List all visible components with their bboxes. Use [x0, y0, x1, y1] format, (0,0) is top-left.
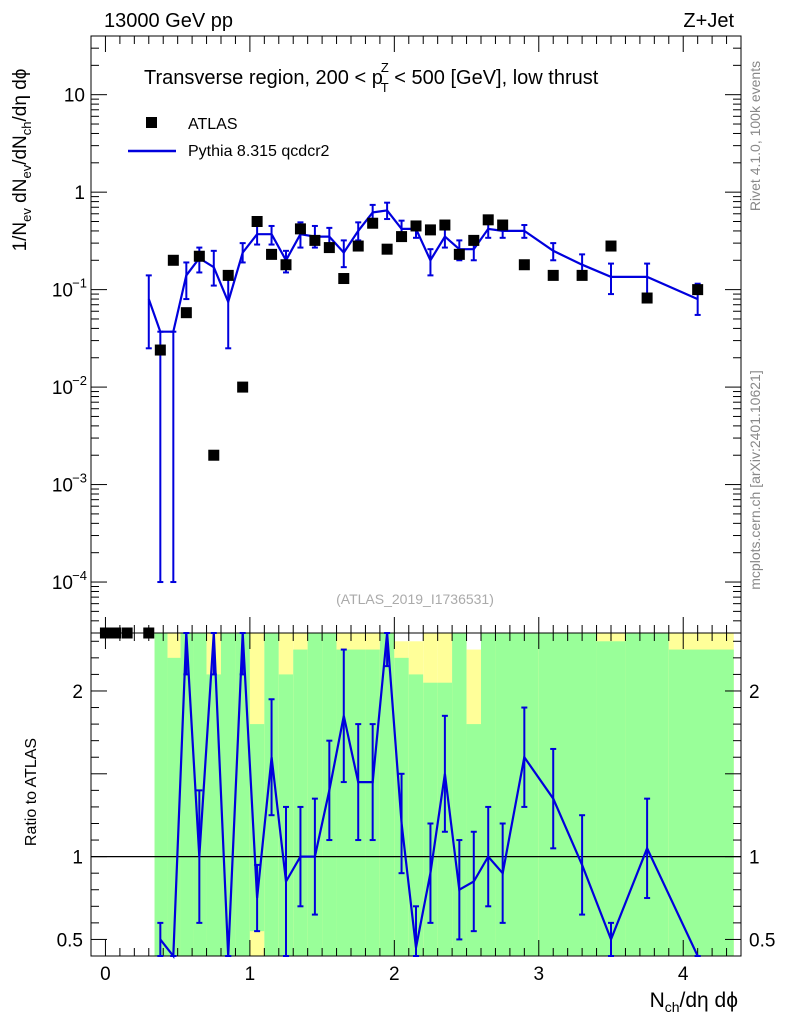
ratio-band-inner: [452, 633, 467, 956]
ratio-ytick-label: 1: [72, 848, 83, 869]
data-point: [497, 219, 509, 231]
ratio-mc-series: [157, 632, 701, 960]
xtick-label: 0: [100, 964, 111, 985]
main-ytick-label: 1: [74, 183, 85, 204]
ratio-band-inner: [293, 649, 308, 956]
data-point: [547, 269, 559, 281]
main-ytick-exponent: −2: [72, 373, 87, 388]
xtick-label: 2: [389, 964, 400, 985]
data-point: [323, 242, 335, 254]
data-point: [576, 269, 588, 281]
analysis-watermark: (ATLAS_2019_I1736531): [336, 591, 494, 607]
data-point: [208, 449, 220, 461]
data-point: [352, 240, 364, 252]
ratio-band-inner: [180, 633, 194, 956]
main-ytick-label: 10: [52, 476, 73, 497]
data-point: [154, 344, 166, 356]
main-ytick-label: 10: [64, 86, 85, 107]
data-point: [439, 219, 451, 231]
main-ytick-label: 10: [52, 378, 73, 399]
title-main: Transverse region, 200 < p: [144, 67, 383, 89]
ratio-band-inner: [221, 633, 236, 956]
title-sub: T: [381, 80, 389, 95]
mcplots-side-label: mcplots.cern.ch [arXiv:2401.10621]: [747, 370, 763, 589]
mc-line: [147, 209, 699, 333]
ratio-band-inner: [408, 674, 424, 956]
data-point: [396, 231, 408, 243]
main-panel-frame: [90, 35, 742, 634]
data-point: [280, 259, 292, 271]
main-ytick-exponent: −4: [72, 568, 87, 583]
ratio-ytick-label: 2: [72, 682, 83, 703]
title-sup: Z: [381, 60, 389, 75]
ratio-band-inner: [538, 633, 597, 956]
x-axis-label: Nch/dη dϕ: [650, 989, 738, 1015]
data-point: [410, 220, 422, 232]
data-point: [453, 248, 465, 260]
ratio-ytick-label-right: 2: [749, 682, 760, 703]
ratio-band-inner: [596, 641, 626, 956]
xtick-label: 4: [678, 964, 689, 985]
ratio-band-inner: [307, 633, 323, 956]
ratio-band-inner: [154, 633, 168, 956]
data-point: [367, 217, 379, 229]
legend-mc-label: Pythia 8.315 qcdcr2: [188, 143, 330, 160]
xtick-label: 3: [533, 964, 544, 985]
data-point: [167, 254, 179, 266]
ratio-ytick-label: 0.5: [57, 930, 83, 951]
ratio-band-inner: [625, 633, 669, 956]
legend-data-marker: [146, 117, 157, 128]
data-point: [222, 269, 234, 281]
data-point: [251, 215, 263, 227]
main-ytick-label: 10: [52, 281, 73, 302]
beam-label: 13000 GeV pp: [104, 10, 233, 32]
data-point: [468, 234, 480, 246]
title-tail: < 500 [GeV], low thrust: [389, 67, 599, 89]
data-point: [294, 223, 306, 235]
data-point: [518, 259, 530, 271]
data-point: [193, 250, 205, 262]
ratio-band-inner: [235, 633, 250, 956]
data-point: [605, 240, 617, 252]
xtick-label: 1: [245, 964, 256, 985]
ratio-ytick-label-right: 1: [749, 848, 760, 869]
ratio-band-inner: [336, 649, 351, 956]
data-point: [180, 307, 192, 319]
data-point: [692, 284, 704, 296]
data-point: [381, 243, 393, 255]
data-point: [338, 273, 350, 285]
main-ylabel: 1/Nev dNev/dNch/dη dϕ: [10, 69, 34, 252]
rivet-side-label: Rivet 4.1.0, 100k events: [747, 61, 763, 211]
main-ytick-exponent: −1: [72, 276, 87, 291]
data-point: [266, 248, 278, 260]
data-point: [424, 224, 436, 236]
ratio-band-inner: [249, 724, 265, 932]
data-point: [309, 234, 321, 246]
ratio-ytick-label-right: 0.5: [749, 930, 775, 951]
main-ytick-label: 10: [52, 573, 73, 594]
data-point: [482, 214, 494, 226]
ratio-axis-ticks: 0.5 0.5 1 1 2 2 0 1 2 3 4: [57, 633, 775, 985]
legend-data-label: ATLAS: [188, 116, 238, 133]
ratio-band-inner: [668, 649, 734, 956]
ratio-ylabel: Ratio to ATLAS: [23, 738, 40, 846]
data-point: [641, 292, 653, 304]
process-label: Z+Jet: [683, 10, 734, 32]
data-point: [237, 381, 249, 393]
main-ytick-exponent: −3: [72, 471, 87, 486]
ratio-band-inner: [379, 633, 395, 956]
ratio-band-inner: [206, 674, 221, 956]
plot-title: Transverse region, 200 < pZ T < 500 [GeV]…: [144, 60, 599, 95]
ratio-band-inner: [481, 633, 496, 956]
